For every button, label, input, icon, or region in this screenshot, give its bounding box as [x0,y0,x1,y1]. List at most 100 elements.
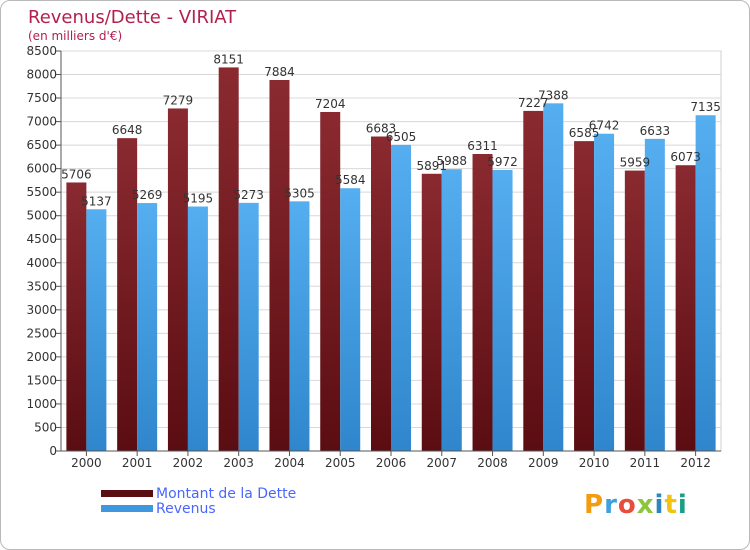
bar-revenus [543,103,564,452]
value-labels: 5706 5137 6648 5269 7279 5195 8151 5273 7884 5305… [61,52,721,208]
x-tick-label: 2007 [426,456,457,470]
y-tick-label: 3500 [26,279,57,293]
y-tick-label: 5000 [26,209,57,223]
x-axis: 2000 2001 2002 2003 2004 2005 2006 2007 2008 2009… [61,450,721,470]
bar-dette [421,173,442,451]
bar-revenus [187,206,208,451]
bar-dette [574,141,595,451]
bar-dette [523,110,544,451]
value-label: 5959 [620,156,651,170]
value-label: 6311 [467,139,498,153]
y-tick-label: 4000 [26,256,57,270]
value-label: 6505 [386,130,417,144]
y-tick-label: 1000 [26,397,57,411]
y-tick-label: 2500 [26,326,57,340]
x-tick-label: 2010 [579,456,610,470]
value-label: 5706 [61,167,92,181]
bar-dette [218,67,239,452]
x-tick-label: 2004 [274,456,305,470]
bar-revenus [86,209,107,451]
x-tick-label: 2009 [528,456,559,470]
bar-dette [472,154,493,451]
bar-dette [117,138,138,451]
y-tick-label: 6500 [26,138,57,152]
value-label: 6742 [589,119,620,133]
bar-revenus [492,169,513,451]
logo-letter: i [677,490,688,520]
x-tick-label: 2003 [223,456,254,470]
x-tick-label: 2005 [325,456,356,470]
x-tick-label: 2006 [376,456,407,470]
bar-revenus [441,169,462,451]
chart-subtitle: (en milliers d'€) [28,29,123,43]
bar-dette [66,182,87,451]
y-tick-label: 2000 [26,350,57,364]
legend-label-revenus: Revenus [156,501,216,517]
bar-revenus [391,144,411,451]
x-tick-label: 2001 [122,456,153,470]
x-tick-label: 2011 [630,456,661,470]
value-label: 5972 [487,155,518,169]
x-tick-label: 2012 [680,456,711,470]
x-tick-label: 2002 [173,456,204,470]
logo-letter: t [664,490,678,520]
logo-letter: i [654,490,665,520]
y-tick-label: 5500 [26,185,57,199]
value-label: 8151 [213,52,244,66]
value-label: 5988 [436,154,467,168]
bar-dette [675,165,696,451]
logo-letter: r [604,490,618,520]
chart-title: Revenus/Dette - VIRIAT [28,7,237,28]
value-label: 5195 [183,192,214,206]
logo-letter: x [636,490,655,520]
value-label: 5269 [132,188,163,202]
y-tick-label: 0 [49,444,57,458]
legend-label-debt: Montant de la Dette [156,486,297,502]
x-tick-label: 2000 [71,456,102,470]
y-tick-label: 6000 [26,162,57,176]
value-label: 7204 [315,97,346,111]
bars-layer [66,67,716,452]
value-label: 5137 [81,194,112,208]
y-tick-label: 7500 [26,91,57,105]
bar-dette [320,111,341,452]
value-label: 7279 [163,93,194,107]
value-label: 7884 [264,65,295,79]
legend-swatch-revenus [101,505,153,512]
y-axis: 0 500 1000 1500 2000 2500 3000 3500 4000 4500 5000… [26,44,62,458]
value-label: 7227 [518,96,549,110]
logo-letter: P [584,490,605,520]
y-tick-label: 1500 [26,373,57,387]
bar-revenus [594,133,615,451]
proxiti-logo: Proxiti [584,490,688,520]
value-label: 7388 [538,88,569,102]
bar-revenus [340,188,361,452]
bar-revenus [644,138,665,451]
value-label: 6585 [569,126,600,140]
y-tick-label: 8500 [26,44,57,58]
value-label: 5305 [284,186,315,200]
value-label: 6633 [640,124,671,138]
bar-dette [624,170,645,451]
value-label: 6648 [112,123,143,137]
value-label: 6073 [670,150,701,164]
y-tick-label: 8000 [26,68,57,82]
bar-dette [371,136,391,451]
value-label: 7135 [690,100,721,114]
bar-revenus [238,202,259,451]
value-label: 6683 [366,122,397,136]
y-tick-label: 500 [34,420,57,434]
bar-revenus [289,201,310,451]
bar-revenus [137,203,158,451]
x-tick-label: 2008 [477,456,508,470]
bar-revenus [695,115,716,451]
bar-dette [269,79,290,452]
y-tick-label: 4500 [26,232,57,246]
value-label: 5891 [416,159,447,173]
y-tick-label: 7000 [26,115,57,129]
logo-letter: o [617,490,637,520]
y-tick-label: 3000 [26,303,57,317]
legend-swatch-debt [101,490,153,497]
